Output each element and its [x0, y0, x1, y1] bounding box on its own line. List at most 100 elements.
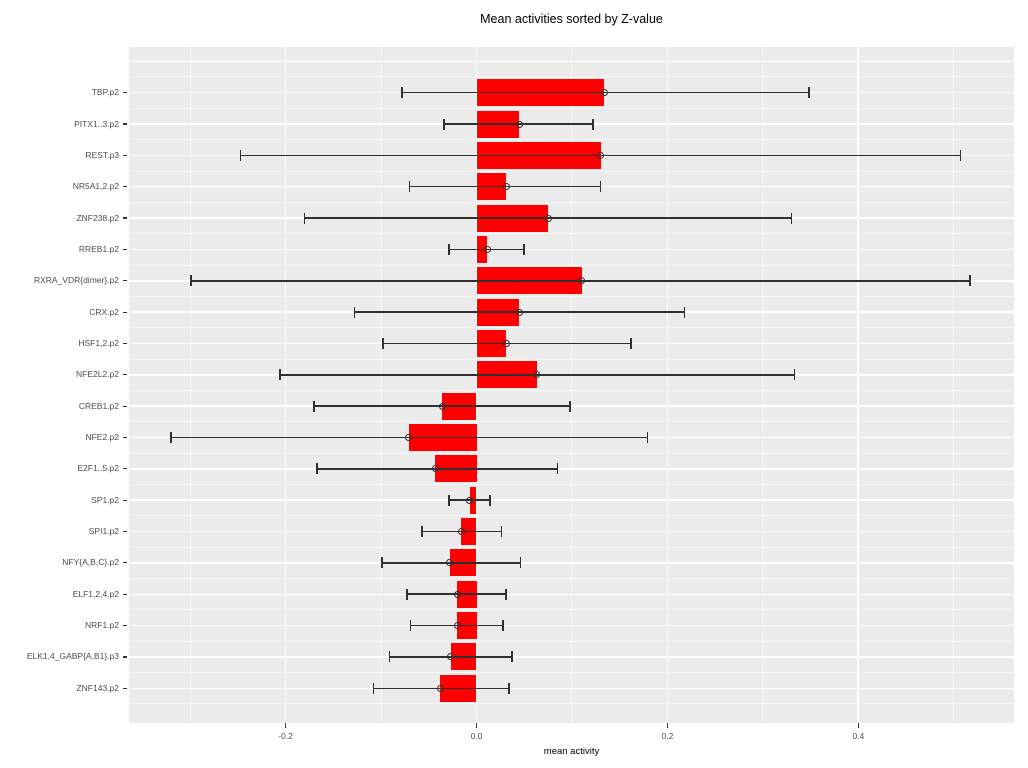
- gridline-major-v: [857, 47, 860, 723]
- error-bar-cap-high: [599, 181, 602, 193]
- mean-marker: [502, 183, 510, 191]
- y-tick: [123, 342, 127, 345]
- y-tick: [123, 154, 127, 156]
- x-tick: [666, 723, 669, 728]
- mean-marker: [515, 308, 523, 316]
- error-bar-cap-low: [313, 400, 315, 412]
- mean-marker: [447, 653, 455, 661]
- y-tick-label: TBP.p2: [91, 87, 119, 98]
- y-tick-label: REST.p3: [85, 149, 119, 160]
- mean-marker: [544, 214, 552, 222]
- y-tick: [123, 248, 127, 250]
- error-bar-cap-high: [790, 212, 793, 224]
- error-bar-cap-low: [421, 526, 423, 538]
- x-axis-title: mean activity: [543, 746, 600, 757]
- error-bar-cap-high: [646, 432, 649, 443]
- error-bar-cap-low: [448, 243, 450, 255]
- y-tick-label: NFE2L2.p2: [76, 369, 119, 380]
- y-tick: [123, 625, 127, 627]
- y-tick-label: ZNF143.p2: [76, 682, 119, 693]
- mean-marker: [483, 245, 491, 253]
- mean-marker: [578, 277, 586, 285]
- error-bar-cap-low: [408, 181, 411, 193]
- y-tick-label: RXRA_VDR{dimer}.p2: [33, 275, 119, 286]
- error-bar-cap-low: [303, 212, 306, 224]
- y-tick-label: NR5A1,2.p2: [72, 181, 119, 192]
- error-bar-cap-low: [443, 118, 445, 130]
- gridline-minor-v: [762, 47, 764, 723]
- y-tick: [123, 687, 127, 689]
- error-bar-cap-low: [372, 682, 375, 694]
- error-bar-cap-low: [448, 494, 450, 506]
- x-tick: [475, 723, 478, 728]
- error-bar-cap-high: [793, 369, 796, 381]
- mean-marker: [431, 465, 439, 473]
- y-tick-label: NFE2.p2: [85, 432, 119, 442]
- error-bar-cap-high: [511, 651, 513, 663]
- error-bar-cap-high: [569, 400, 571, 412]
- mean-marker: [533, 371, 541, 379]
- gridline-minor-v: [189, 47, 191, 723]
- mean-marker: [446, 559, 454, 567]
- y-tick: [123, 405, 127, 407]
- gridline-major-v: [284, 47, 287, 723]
- y-tick: [123, 123, 127, 125]
- gridline-minor-v: [380, 47, 382, 723]
- gridline-major-v: [666, 47, 669, 723]
- x-tick-label: 0.4: [852, 731, 865, 741]
- gridline-minor-v: [953, 47, 955, 723]
- error-bar-cap-low: [409, 620, 412, 632]
- y-tick: [123, 530, 127, 533]
- y-tick-label: RREB1.p2: [78, 243, 119, 254]
- gridline-minor-v: [571, 47, 573, 723]
- mean-marker: [502, 339, 510, 347]
- error-bar-cap-high: [683, 306, 686, 318]
- y-tick: [123, 217, 127, 219]
- x-tick: [284, 723, 287, 728]
- y-tick-label: ZNF238.p2: [76, 212, 119, 223]
- error-bar-cap-high: [807, 87, 810, 99]
- y-tick: [123, 656, 127, 658]
- mean-marker: [466, 496, 474, 504]
- error-bar-cap-high: [592, 118, 594, 130]
- y-tick-label: SPI1.p2: [88, 526, 119, 537]
- error-bar-cap-low: [381, 557, 383, 569]
- error-bar-cap-low: [316, 463, 318, 475]
- x-tick-label: 0.2: [661, 731, 674, 741]
- error-bar-cap-high: [969, 275, 971, 287]
- mean-marker: [438, 402, 446, 410]
- y-tick-label: ELK1,4_GABP{A,B1}.p3: [26, 651, 119, 662]
- y-tick-label: CRX.p2: [89, 306, 119, 317]
- error-bar-cap-low: [382, 337, 384, 349]
- mean-marker: [405, 434, 413, 441]
- mean-marker: [515, 120, 523, 128]
- y-tick-label: HSF1,2.p2: [78, 337, 119, 348]
- mean-marker: [453, 622, 461, 630]
- x-tick: [857, 723, 859, 728]
- y-tick: [123, 593, 127, 595]
- y-tick-label: NFY{A,B,C}.p2: [62, 557, 119, 568]
- mean-marker: [436, 684, 444, 692]
- error-bar-cap-high: [630, 337, 632, 349]
- error-bar-cap-high: [523, 243, 526, 255]
- mean-marker: [453, 590, 461, 598]
- y-tick: [123, 436, 127, 439]
- error-bar-cap-low: [388, 651, 391, 663]
- y-tick: [123, 468, 127, 470]
- error-bar-cap-high: [959, 149, 962, 161]
- error-bar-cap-low: [406, 588, 408, 600]
- error-bar-cap-high: [500, 526, 503, 538]
- error-bar-cap-low: [170, 432, 172, 443]
- error-bar-cap-low: [239, 149, 242, 161]
- mean-marker: [597, 151, 605, 159]
- error-bar-cap-high: [502, 620, 505, 632]
- y-tick: [123, 499, 127, 501]
- error-bar-cap-low: [279, 369, 281, 381]
- y-tick: [123, 374, 127, 376]
- y-tick: [123, 311, 127, 313]
- error-bar-cap-low: [190, 275, 192, 287]
- error-bar-cap-high: [519, 557, 522, 569]
- gridline-major-v: [475, 47, 478, 723]
- chart-title: Mean activities sorted by Z-value: [480, 12, 663, 26]
